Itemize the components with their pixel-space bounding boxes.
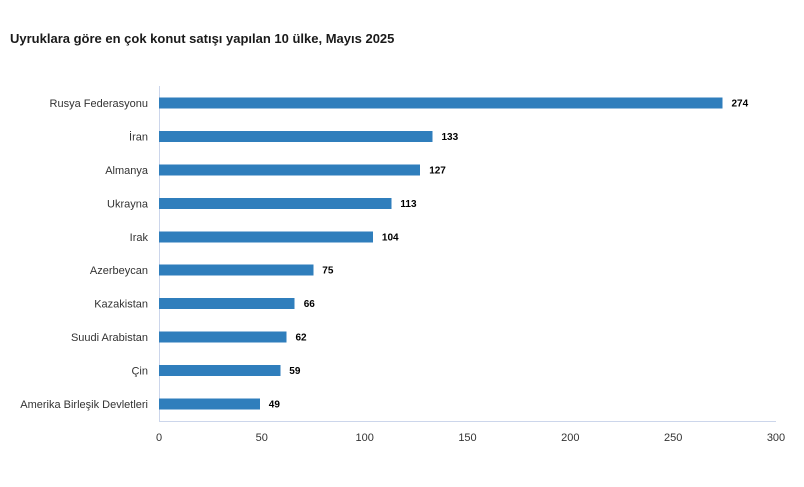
x-tick-label: 150 xyxy=(458,432,476,444)
x-tick-labels: 0 50 100 150 200 250 300 xyxy=(156,432,785,444)
data-label: 59 xyxy=(289,366,301,377)
x-tick-label: 0 xyxy=(156,432,162,444)
bar xyxy=(159,131,433,142)
data-label: 49 xyxy=(269,400,281,411)
bar xyxy=(159,164,421,176)
category-label: Çin xyxy=(131,366,148,378)
chart-title: Uyruklara göre en çok konut satışı yapıl… xyxy=(10,31,394,46)
bar xyxy=(159,264,314,276)
bar xyxy=(159,398,260,410)
category-label: Amerika Birleşik Devletleri xyxy=(20,399,148,411)
bar xyxy=(159,298,295,310)
x-tick-label: 300 xyxy=(767,432,785,444)
x-tick-label: 50 xyxy=(256,432,268,444)
category-label: Irak xyxy=(130,232,149,244)
category-label: Azerbeycan xyxy=(90,265,148,277)
bar xyxy=(159,231,373,243)
x-tick-label: 250 xyxy=(664,432,682,444)
data-label: 133 xyxy=(442,132,459,143)
category-label: Rusya Federasyonu xyxy=(50,98,148,110)
category-label: Kazakistan xyxy=(94,299,148,311)
data-labels: 274 133 127 113 104 75 66 62 59 49 xyxy=(269,99,749,411)
category-label: Ukrayna xyxy=(107,198,149,210)
bar xyxy=(159,197,392,209)
bar xyxy=(159,97,723,109)
bars xyxy=(159,97,723,410)
category-label: İran xyxy=(129,131,148,144)
category-label: Suudi Arabistan xyxy=(71,332,148,344)
data-label: 104 xyxy=(382,232,399,243)
category-labels: Rusya Federasyonu İran Almanya Ukrayna Irak A… xyxy=(20,98,149,411)
data-label: 274 xyxy=(732,99,749,110)
data-label: 127 xyxy=(429,165,446,176)
bar xyxy=(159,331,287,343)
data-label: 62 xyxy=(296,333,308,344)
x-tick-label: 200 xyxy=(561,432,579,444)
data-label: 75 xyxy=(322,266,334,277)
data-label: 113 xyxy=(400,199,417,210)
bar xyxy=(159,365,281,376)
data-label: 66 xyxy=(304,299,316,310)
x-tick-label: 100 xyxy=(356,432,374,444)
category-label: Almanya xyxy=(105,165,149,177)
